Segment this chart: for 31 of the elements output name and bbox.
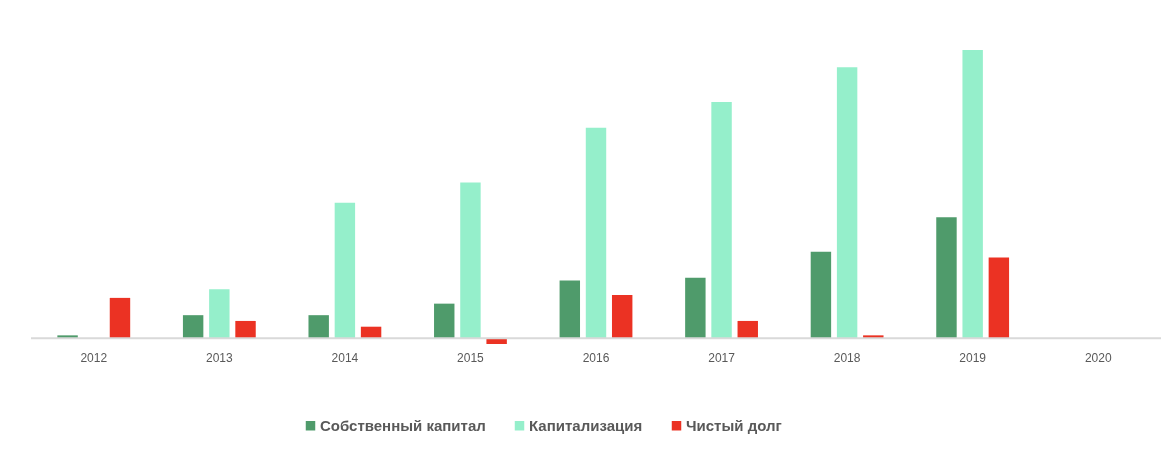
x-tick-label: 2020: [1084, 350, 1112, 365]
bar: [109, 297, 131, 339]
bar: [685, 277, 706, 339]
bar: [737, 320, 758, 339]
x-tick-label: 2013: [205, 350, 233, 365]
x-tick-label: 2015: [457, 350, 485, 365]
bar: [559, 280, 581, 339]
legend-label: Капитализация: [529, 416, 643, 434]
bar: [611, 295, 633, 339]
bar: [434, 303, 455, 339]
bar: [711, 101, 732, 339]
x-tick-label: 2018: [833, 350, 861, 365]
bar: [810, 251, 832, 339]
legend-label: Собственный капитал: [320, 416, 486, 434]
bar: [235, 320, 256, 339]
bar: [182, 315, 204, 339]
bar: [585, 127, 607, 339]
bar: [308, 315, 329, 339]
bar: [962, 50, 983, 339]
x-tick-label: 2012: [80, 350, 108, 365]
bar: [209, 289, 230, 339]
legend-label: Чистый долг: [686, 416, 782, 434]
x-tick-label: 2014: [331, 350, 359, 365]
x-tick-label: 2016: [582, 350, 610, 365]
bar: [936, 217, 957, 339]
bar: [334, 202, 356, 339]
bar: [460, 182, 481, 339]
x-tick-label: 2019: [959, 350, 987, 365]
bar: [836, 67, 858, 339]
x-tick-label: 2017: [708, 350, 736, 365]
bar: [988, 257, 1010, 339]
